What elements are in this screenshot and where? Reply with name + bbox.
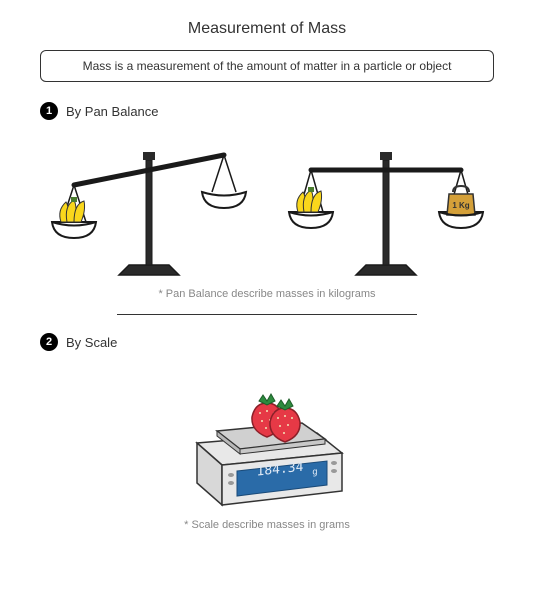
balance-post (383, 160, 389, 265)
section-1-header: 1 By Pan Balance (40, 102, 504, 120)
balance-post (146, 160, 152, 265)
balance-finial (380, 152, 392, 160)
section-divider (117, 314, 417, 315)
digital-scale-wrap: 184.34 g (30, 363, 504, 513)
scale-button (331, 469, 337, 473)
pan-balances-row: 1 Kg (30, 130, 504, 280)
section-1-number: 1 (40, 102, 58, 120)
right-pan-group: 1 Kg (439, 186, 483, 228)
right-pan (202, 192, 246, 208)
left-pan-group (289, 187, 333, 228)
digital-scale-svg: 184.34 g (167, 363, 367, 513)
pan-balance-balanced: 1 Kg (281, 130, 491, 280)
page-title: Measurement of Mass (30, 20, 504, 38)
scale-button (228, 481, 234, 485)
scale-unit: g (312, 467, 317, 478)
section-1-title: By Pan Balance (66, 104, 159, 119)
pan-balance-unbalanced (44, 130, 254, 280)
section-2-header: 2 By Scale (40, 333, 504, 351)
balance-finial (143, 152, 155, 160)
left-pan-group (52, 197, 96, 238)
weight-icon: 1 Kg (447, 186, 475, 215)
definition-box: Mass is a measurement of the amount of m… (40, 50, 494, 82)
scale-button (331, 461, 337, 465)
pan-string (212, 155, 224, 192)
section-2-number: 2 (40, 333, 58, 351)
balance-base (356, 265, 416, 275)
pan-balance-unbalanced-svg (44, 130, 254, 280)
balance-base (119, 265, 179, 275)
section-1-footnote: * Pan Balance describe masses in kilogra… (30, 288, 504, 300)
pan-balance-balanced-svg: 1 Kg (281, 130, 491, 280)
pan-string (224, 155, 236, 192)
weight-label: 1 Kg (452, 201, 469, 210)
section-2-title: By Scale (66, 335, 117, 350)
section-2-footnote: * Scale describe masses in grams (30, 519, 504, 531)
scale-button (228, 473, 234, 477)
